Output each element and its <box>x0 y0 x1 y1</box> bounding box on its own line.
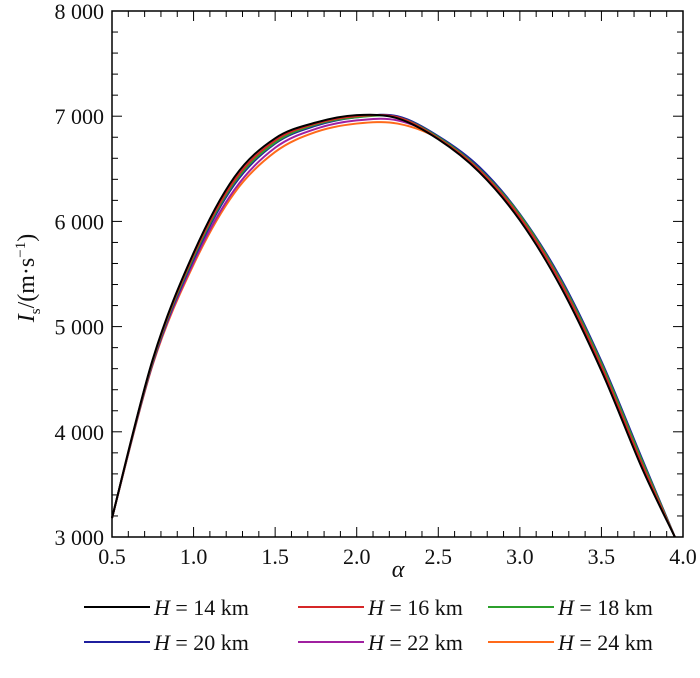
series-line <box>111 114 676 538</box>
x-tick-label: 1.5 <box>261 544 289 569</box>
x-tick-label: 4.0 <box>669 544 697 569</box>
series-line <box>111 113 676 538</box>
x-tick-label: 0.5 <box>98 544 126 569</box>
series-line <box>111 121 676 538</box>
x-tick-label: 3.0 <box>506 544 534 569</box>
legend: H = 14 km H = 16 km H = 18 km H = 20 km H = … <box>84 595 653 655</box>
axis-ticks <box>111 10 684 538</box>
y-tick-label: 6 000 <box>55 209 105 234</box>
y-axis-title: Is/(m·s−1) <box>13 234 44 323</box>
y-tick-labels: 3 000 4 000 5 000 6 000 7 000 8 000 <box>55 0 105 550</box>
plot-area-frame <box>111 10 684 538</box>
x-tick-label: 3.5 <box>588 544 616 569</box>
series-line <box>111 117 676 538</box>
y-tick-label: 4 000 <box>55 420 105 445</box>
legend-entry-label: H = 14 km <box>153 595 249 620</box>
x-tick-label: 2.5 <box>425 544 453 569</box>
y-tick-label: 5 000 <box>55 315 105 340</box>
legend-entry-label: H = 20 km <box>153 630 249 655</box>
legend-entry-label: H = 22 km <box>367 630 463 655</box>
x-axis-title: α <box>392 557 405 583</box>
legend-entry-label: H = 16 km <box>367 595 463 620</box>
y-tick-label: 8 000 <box>55 0 105 24</box>
series-line <box>111 113 676 538</box>
y-tick-label: 7 000 <box>55 104 105 129</box>
x-tick-label: 1.0 <box>180 544 208 569</box>
legend-entry-label: H = 18 km <box>557 595 653 620</box>
series-line <box>111 113 676 538</box>
legend-entry-label: H = 24 km <box>557 630 653 655</box>
plot-series <box>111 113 676 538</box>
y-tick-label: 3 000 <box>55 525 105 550</box>
x-tick-label: 2.0 <box>343 544 371 569</box>
x-tick-labels: 0.5 1.0 1.5 2.0 2.5 3.0 3.5 4.0 <box>98 544 697 569</box>
